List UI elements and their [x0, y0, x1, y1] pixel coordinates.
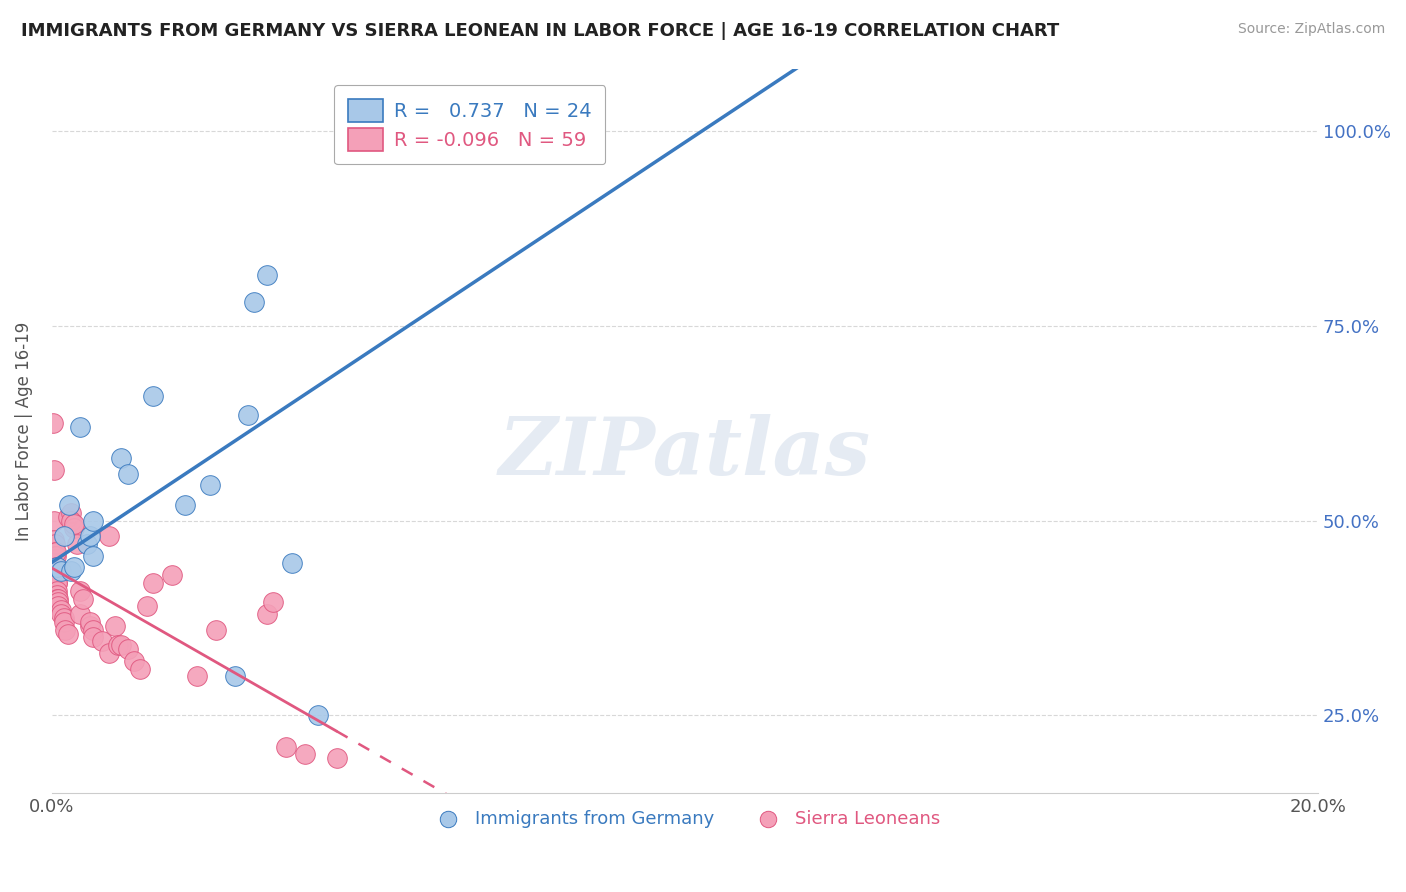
Point: [46, 591, 69, 606]
Point: [59, 506, 82, 520]
Point: [117, 642, 139, 657]
Point: [46, 595, 69, 609]
Point: [63, 517, 86, 532]
Point: [46, 599, 69, 614]
Point: [104, 619, 127, 633]
Point: [82, 549, 104, 563]
Point: [51, 603, 73, 617]
Point: [243, 295, 266, 310]
Point: [82, 623, 104, 637]
Point: [63, 560, 86, 574]
Point: [186, 669, 208, 683]
Point: [236, 409, 259, 423]
Point: [53, 611, 76, 625]
Point: [45, 560, 67, 574]
Text: Source: ZipAtlas.com: Source: ZipAtlas.com: [1237, 22, 1385, 37]
Point: [129, 662, 152, 676]
Point: [142, 575, 165, 590]
Point: [56, 509, 79, 524]
Point: [224, 669, 246, 683]
Point: [274, 739, 297, 754]
Point: [198, 478, 221, 492]
Point: [63, 521, 86, 535]
Point: [45, 560, 67, 574]
Point: [256, 268, 278, 282]
Point: [51, 564, 73, 578]
Point: [160, 568, 183, 582]
Point: [142, 389, 165, 403]
Point: [307, 708, 329, 723]
Point: [46, 583, 69, 598]
Point: [53, 529, 76, 543]
Point: [82, 514, 104, 528]
Y-axis label: In Labor Force | Age 16-19: In Labor Force | Age 16-19: [15, 321, 32, 541]
Point: [44, 537, 66, 551]
Point: [325, 751, 347, 765]
Point: [281, 557, 304, 571]
Point: [529, 131, 551, 145]
Point: [205, 623, 228, 637]
Point: [79, 615, 101, 629]
Point: [45, 575, 67, 590]
Point: [69, 420, 91, 434]
Point: [262, 595, 284, 609]
Point: [72, 591, 94, 606]
Point: [51, 607, 73, 621]
Point: [294, 747, 316, 762]
Point: [44, 549, 66, 563]
Point: [97, 529, 120, 543]
Point: [79, 619, 101, 633]
Point: [69, 583, 91, 598]
Point: [42, 463, 65, 477]
Point: [97, 646, 120, 660]
Point: [53, 623, 76, 637]
Point: [45, 560, 67, 574]
Point: [560, 116, 582, 130]
Point: [56, 626, 79, 640]
Point: [46, 591, 69, 606]
Point: [45, 568, 67, 582]
Point: [110, 451, 132, 466]
Text: ZIPatlas: ZIPatlas: [499, 414, 870, 491]
Point: [53, 615, 76, 629]
Point: [59, 564, 82, 578]
Text: IMMIGRANTS FROM GERMANY VS SIERRA LEONEAN IN LABOR FORCE | AGE 16-19 CORRELATION: IMMIGRANTS FROM GERMANY VS SIERRA LEONEA…: [21, 22, 1059, 40]
Point: [66, 537, 89, 551]
Point: [110, 638, 132, 652]
Point: [82, 631, 104, 645]
Point: [76, 537, 98, 551]
Point: [42, 416, 65, 430]
Legend: Immigrants from Germany, Sierra Leoneans: Immigrants from Germany, Sierra Leoneans: [422, 803, 948, 835]
Point: [44, 533, 66, 547]
Point: [135, 599, 157, 614]
Point: [45, 545, 67, 559]
Point: [58, 498, 80, 512]
Point: [44, 545, 66, 559]
Point: [256, 607, 278, 621]
Point: [79, 529, 101, 543]
Point: [173, 498, 195, 512]
Point: [46, 575, 69, 590]
Point: [46, 588, 69, 602]
Point: [45, 549, 67, 563]
Point: [45, 568, 67, 582]
Point: [117, 467, 139, 481]
Point: [59, 514, 82, 528]
Point: [42, 514, 65, 528]
Point: [69, 607, 91, 621]
Point: [122, 654, 145, 668]
Point: [107, 638, 129, 652]
Point: [91, 634, 114, 648]
